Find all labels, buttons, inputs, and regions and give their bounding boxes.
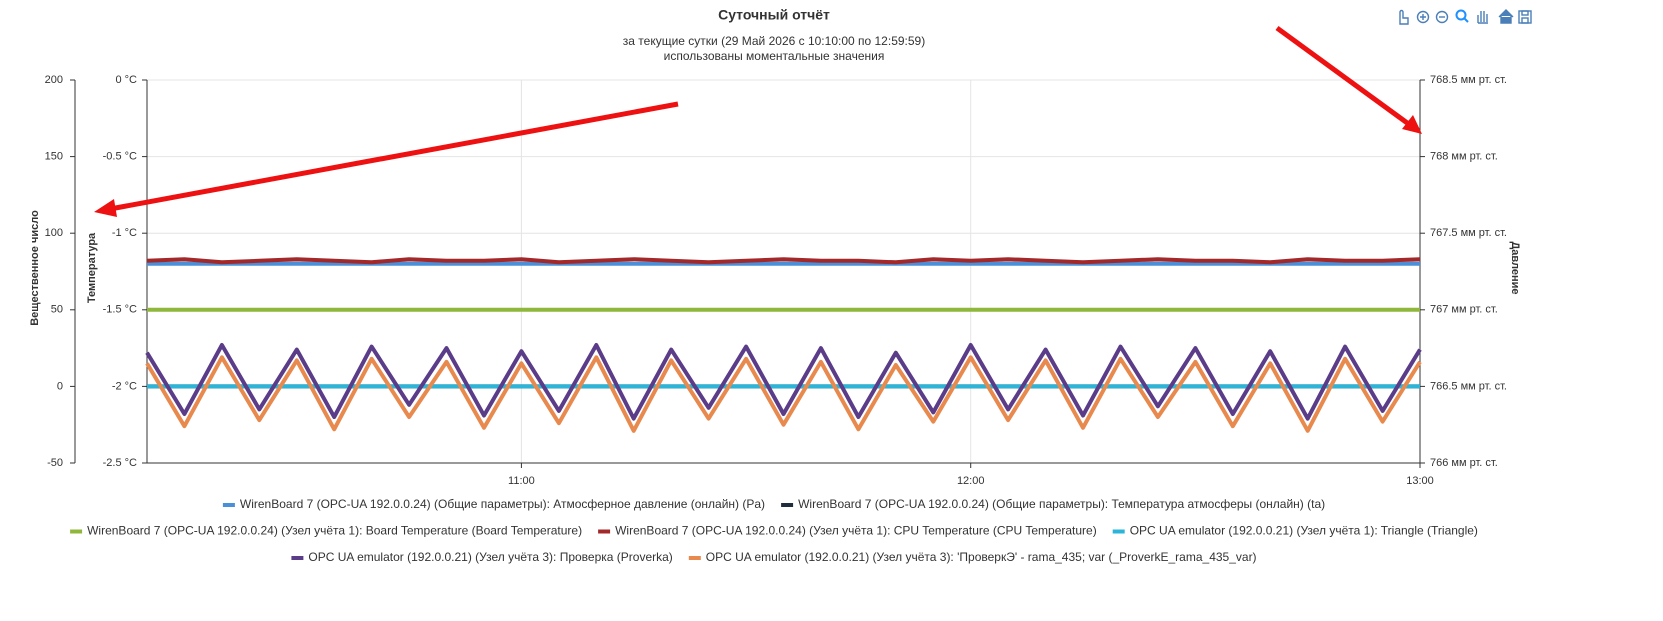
y3-tick-label: 100 bbox=[45, 227, 63, 239]
legend-label: WirenBoard 7 (OPC-UA 192.0.0.24) (Узел у… bbox=[615, 524, 1097, 538]
y-tick-label: -0.5 °C bbox=[103, 151, 137, 163]
y2-tick-label: 767.5 мм рт. ст. bbox=[1430, 227, 1507, 239]
y2-tick-label: 766.5 мм рт. ст. bbox=[1430, 380, 1507, 392]
pointer-tool[interactable] bbox=[1399, 9, 1409, 25]
legend: WirenBoard 7 (OPC-UA 192.0.0.24) (Общие … bbox=[70, 497, 1478, 564]
legend-item[interactable]: WirenBoard 7 (OPC-UA 192.0.0.24) (Узел у… bbox=[70, 524, 582, 538]
legend-label: WirenBoard 7 (OPC-UA 192.0.0.24) (Общие … bbox=[240, 497, 765, 511]
y2-axis-title: Давление bbox=[1509, 241, 1521, 294]
legend-item[interactable]: WirenBoard 7 (OPC-UA 192.0.0.24) (Узел у… bbox=[598, 524, 1097, 538]
legend-label: OPC UA emulator (192.0.0.21) (Узел учёта… bbox=[1130, 524, 1478, 538]
y2-tick-label: 768 мм рт. ст. bbox=[1430, 151, 1498, 163]
legend-label: WirenBoard 7 (OPC-UA 192.0.0.24) (Узел у… bbox=[87, 524, 582, 538]
chart-subtitle: за текущие сутки (29 Май 2026 с 10:10:00… bbox=[623, 34, 925, 48]
y2-tick-label: 767 мм рт. ст. bbox=[1430, 304, 1498, 316]
x-tick-label: 12:00 bbox=[957, 475, 985, 487]
arrow bbox=[1275, 25, 1412, 128]
pan-tool[interactable] bbox=[1477, 11, 1488, 24]
legend-label: OPC UA emulator (192.0.0.21) (Узел учёта… bbox=[308, 550, 672, 564]
y-tick-label: -2 °C bbox=[112, 380, 137, 392]
legend-label: WirenBoard 7 (OPC-UA 192.0.0.24) (Общие … bbox=[798, 497, 1325, 511]
x-tick-label: 13:00 bbox=[1406, 475, 1434, 487]
annotation-arrows bbox=[94, 25, 1422, 217]
x-tick-label: 11:00 bbox=[508, 475, 535, 487]
y3-tick-label: 0 bbox=[57, 380, 63, 392]
plot-area: 0 °C -0.5 °C -1 °C -1.5 °C -2 °C -2.5 °C 11:00… bbox=[45, 74, 1507, 487]
series-line bbox=[146, 257, 1421, 265]
save-tool[interactable] bbox=[1518, 10, 1532, 24]
y-tick-label: -1.5 °C bbox=[103, 304, 137, 316]
y-tick-label: -1 °C bbox=[112, 227, 137, 239]
legend-label: OPC UA emulator (192.0.0.21) (Узел учёта… bbox=[706, 550, 1257, 564]
arrow-head bbox=[1402, 115, 1422, 134]
zoom-out-tool[interactable] bbox=[1435, 10, 1449, 24]
y3-tick-label: 150 bbox=[45, 151, 63, 163]
y-tick-label: 0 °C bbox=[115, 74, 137, 86]
legend-item[interactable]: WirenBoard 7 (OPC-UA 192.0.0.24) (Общие … bbox=[222, 497, 765, 511]
legend-item[interactable]: WirenBoard 7 (OPC-UA 192.0.0.24) (Общие … bbox=[781, 497, 1325, 511]
y3-tick-label: -50 bbox=[47, 457, 63, 469]
y-tick-label: -2.5 °C bbox=[103, 457, 137, 469]
legend-item[interactable]: OPC UA emulator (192.0.0.21) (Узел учёта… bbox=[291, 550, 673, 564]
toolbar bbox=[1399, 9, 1532, 25]
arrow bbox=[109, 101, 679, 212]
y3-tick-label: 200 bbox=[45, 74, 63, 86]
zoom-tool[interactable] bbox=[1455, 9, 1469, 23]
zoom-in-tool[interactable] bbox=[1416, 10, 1430, 24]
home-tool[interactable] bbox=[1498, 9, 1514, 24]
y3-tick-label: 50 bbox=[51, 304, 63, 316]
chart-subtitle: использованы моментальные значения bbox=[664, 49, 885, 63]
series-line bbox=[145, 343, 1422, 421]
y-axis-title: Температура bbox=[86, 232, 98, 303]
legend-item[interactable]: OPC UA emulator (192.0.0.21) (Узел учёта… bbox=[688, 550, 1257, 564]
legend-item[interactable]: OPC UA emulator (192.0.0.21) (Узел учёта… bbox=[1112, 524, 1478, 538]
chart-title: Суточный отчёт bbox=[718, 7, 830, 23]
series-line bbox=[145, 355, 1422, 433]
y2-tick-label: 768.5 мм рт. ст. bbox=[1430, 74, 1507, 86]
arrow-head bbox=[94, 199, 117, 217]
y3-axis-title: Вещественное число bbox=[29, 210, 41, 326]
y2-tick-label: 766 мм рт. ст. bbox=[1430, 457, 1498, 469]
